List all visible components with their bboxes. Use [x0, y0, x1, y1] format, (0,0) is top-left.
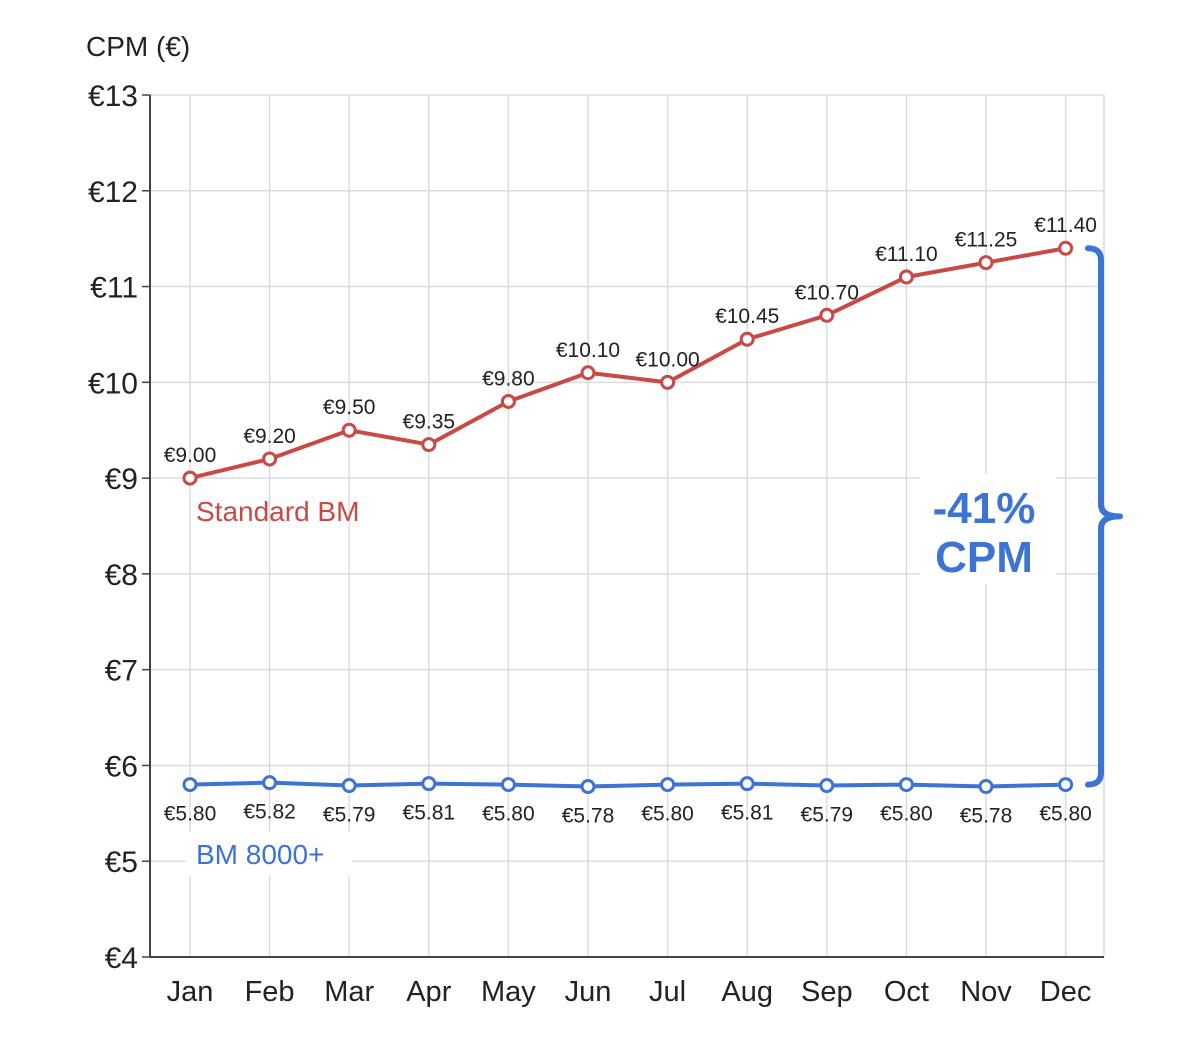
- bracket-annotation: [1085, 245, 1123, 788]
- y-tick-label: €11: [90, 272, 138, 305]
- data-label-standard: €9.80: [482, 367, 535, 390]
- x-tick-label: Feb: [245, 976, 295, 1008]
- data-label-bm8000: €5.80: [880, 803, 933, 826]
- data-point-bm8000: [1058, 777, 1074, 793]
- data-point-bm8000: [898, 777, 914, 793]
- data-point-standard: [739, 331, 755, 347]
- data-point-standard: [580, 365, 596, 381]
- x-tick-label: Jul: [649, 976, 686, 1008]
- data-point-standard: [819, 307, 835, 323]
- data-point-bm8000: [739, 776, 755, 792]
- data-label-bm8000: €5.81: [403, 802, 456, 825]
- data-point-standard: [1058, 240, 1074, 256]
- data-point-standard: [660, 374, 676, 390]
- data-label-standard: €10.45: [715, 305, 779, 328]
- data-label-standard: €10.70: [795, 281, 859, 304]
- data-label-standard: €9.35: [403, 411, 456, 434]
- data-point-standard: [421, 437, 437, 453]
- data-point-bm8000: [978, 779, 994, 795]
- x-tick-label: Mar: [324, 976, 374, 1008]
- series-line-standard: [188, 246, 1068, 481]
- y-axis-title: CPM (€): [86, 31, 190, 62]
- data-point-bm8000: [819, 778, 835, 794]
- x-tick-label: Jan: [167, 976, 214, 1008]
- data-labels: €9.00 €9.20 €9.50 €9.35 €9.80 €10.10 €10.00 €10…: [164, 214, 1097, 876]
- y-tick-label: €7: [105, 655, 138, 688]
- axes: €4 €5 €6 €7 €8 €9 €10 €11 €12 €13 Jan Feb Mar Apr May J…: [88, 80, 1104, 1008]
- data-label-bm8000: €5.80: [1039, 803, 1092, 826]
- series-name-bm8000-background: [186, 832, 352, 876]
- y-tick-label: €12: [88, 176, 138, 209]
- x-tick-label: Nov: [960, 976, 1012, 1008]
- annotation-background: [920, 474, 1056, 584]
- data-label-bm8000: €5.79: [801, 804, 854, 827]
- y-tick-label: €4: [105, 942, 138, 975]
- data-label-bm8000: €5.80: [164, 803, 217, 826]
- data-label-bm8000: €5.79: [323, 804, 376, 827]
- data-point-bm8000: [580, 779, 596, 795]
- data-label-bm8000: €5.81: [721, 802, 774, 825]
- x-tick-label: May: [481, 976, 536, 1008]
- data-label-bm8000: €5.78: [960, 805, 1013, 828]
- data-point-standard: [978, 255, 994, 271]
- data-point-standard: [341, 422, 357, 438]
- data-point-bm8000: [500, 777, 516, 793]
- x-tick-label: Dec: [1040, 976, 1092, 1008]
- y-tick-label: €10: [88, 367, 138, 400]
- data-label-standard: €11.10: [875, 243, 938, 266]
- y-tick-label: €8: [105, 559, 138, 592]
- data-label-bm8000: €5.78: [562, 805, 615, 828]
- x-tick-label: Apr: [406, 976, 451, 1008]
- data-label-bm8000: €5.80: [641, 803, 694, 826]
- x-tick-label: Oct: [884, 976, 929, 1008]
- data-label-standard: €10.00: [635, 348, 699, 371]
- grid: [150, 94, 1105, 958]
- data-point-standard: [182, 470, 198, 486]
- y-tick-label: €6: [105, 750, 138, 783]
- data-label-bm8000: €5.82: [243, 801, 296, 824]
- x-tick-label: Jun: [565, 976, 612, 1008]
- data-label-standard: €9.20: [243, 425, 296, 448]
- x-tick-label: Aug: [721, 976, 773, 1008]
- x-tick-label: Sep: [801, 976, 853, 1008]
- y-tick-label: €5: [105, 846, 138, 879]
- series-line-bm8000: [188, 780, 1068, 789]
- data-label-standard: €9.00: [164, 444, 217, 467]
- y-tick-label: €13: [88, 80, 138, 113]
- data-label-standard: €11.25: [955, 229, 1018, 252]
- y-tick-label: €9: [105, 463, 138, 496]
- data-point-bm8000: [182, 777, 198, 793]
- data-point-bm8000: [421, 776, 437, 792]
- series-name-standard: Standard BM: [196, 496, 359, 527]
- data-point-bm8000: [341, 778, 357, 794]
- data-label-standard: €11.40: [1034, 214, 1097, 237]
- data-point-standard: [898, 269, 914, 285]
- data-point-standard: [500, 393, 516, 409]
- series-name-bm8000: BM 8000+: [196, 839, 324, 870]
- data-point-bm8000: [660, 777, 676, 793]
- data-point-standard: [262, 451, 278, 467]
- data-point-bm8000: [262, 775, 278, 791]
- annotation-percent: -41%: [933, 484, 1036, 533]
- series: [182, 240, 1074, 795]
- data-label-bm8000: €5.80: [482, 803, 535, 826]
- annotation: -41%CPM: [920, 245, 1123, 788]
- data-label-standard: €10.10: [556, 339, 620, 362]
- data-label-standard: €9.50: [323, 396, 376, 419]
- annotation-metric: CPM: [935, 533, 1033, 582]
